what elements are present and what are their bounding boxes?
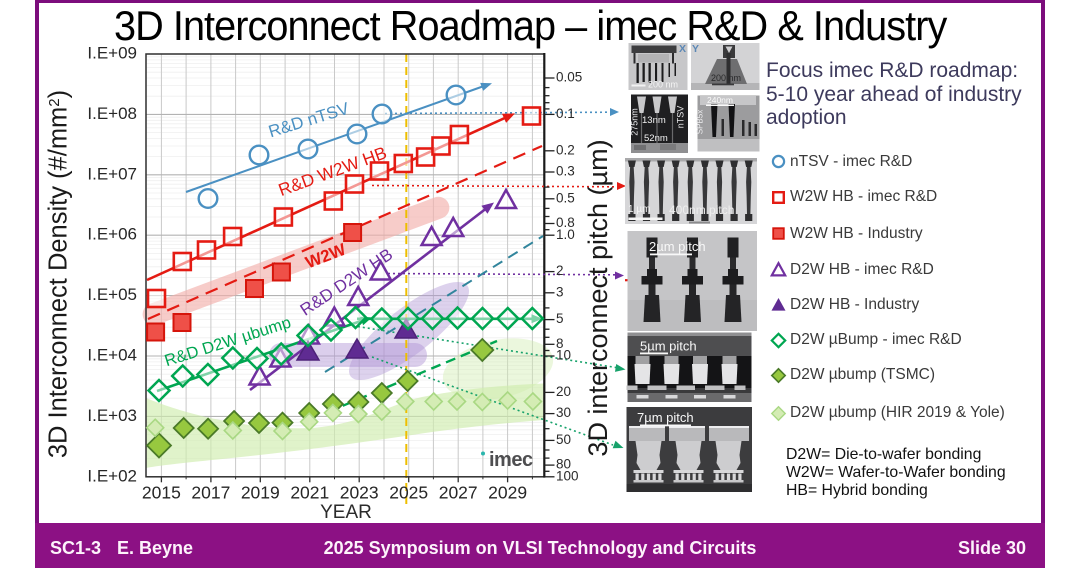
svg-text:275nm: 275nm bbox=[630, 108, 640, 136]
svg-text:2019: 2019 bbox=[241, 483, 280, 503]
svg-text:2: 2 bbox=[556, 263, 564, 278]
svg-text:52nm: 52nm bbox=[644, 133, 668, 144]
svg-text:7µm pitch: 7µm pitch bbox=[637, 410, 694, 425]
svg-text:1.0: 1.0 bbox=[556, 227, 575, 242]
svg-text:nTSV: nTSV bbox=[676, 106, 686, 129]
svg-text:SPB5x: SPB5x bbox=[696, 110, 705, 134]
svg-text:50: 50 bbox=[556, 432, 571, 447]
svg-text:YEAR: YEAR bbox=[320, 502, 372, 523]
svg-text:I.E+08: I.E+08 bbox=[87, 104, 137, 123]
svg-text:5: 5 bbox=[556, 311, 564, 326]
svg-text:0.1: 0.1 bbox=[556, 106, 575, 121]
svg-text:1 µm: 1 µm bbox=[628, 204, 650, 215]
svg-text:I.E+09: I.E+09 bbox=[87, 43, 137, 62]
svg-text:2µm pitch: 2µm pitch bbox=[649, 239, 706, 254]
svg-text:Y: Y bbox=[692, 43, 699, 55]
svg-text:3D Interconnect Density (#/mm2: 3D Interconnect Density (#/mm2) bbox=[45, 90, 73, 458]
svg-text:R&D nTSV: R&D nTSV bbox=[266, 99, 352, 142]
svg-text:3D interconnect pitch (µm): 3D interconnect pitch (µm) bbox=[583, 139, 613, 456]
svg-text:0.8: 0.8 bbox=[556, 215, 575, 230]
svg-text:0.05: 0.05 bbox=[556, 70, 582, 85]
svg-text:I.E+05: I.E+05 bbox=[87, 285, 137, 304]
svg-text:8: 8 bbox=[556, 336, 564, 351]
svg-text:X: X bbox=[679, 43, 686, 55]
svg-text:I.E+07: I.E+07 bbox=[87, 164, 137, 183]
svg-text:240nm: 240nm bbox=[707, 95, 733, 105]
svg-text:30: 30 bbox=[556, 405, 571, 420]
svg-text:400nm pitch: 400nm pitch bbox=[669, 203, 734, 217]
svg-text:I.E+02: I.E+02 bbox=[87, 466, 137, 485]
svg-text:0.5: 0.5 bbox=[556, 190, 575, 205]
svg-text:2017: 2017 bbox=[191, 483, 230, 503]
svg-text:2021: 2021 bbox=[290, 483, 329, 503]
svg-text:I.E+04: I.E+04 bbox=[87, 345, 137, 364]
svg-text:13nm: 13nm bbox=[642, 115, 666, 126]
svg-text:I.E+03: I.E+03 bbox=[87, 406, 137, 425]
svg-text:10: 10 bbox=[556, 348, 571, 363]
svg-text:2015: 2015 bbox=[142, 483, 181, 503]
svg-text:2027: 2027 bbox=[439, 483, 478, 503]
svg-text:I.E+06: I.E+06 bbox=[87, 225, 137, 244]
svg-text:100: 100 bbox=[556, 468, 579, 483]
svg-text:3: 3 bbox=[556, 284, 564, 299]
svg-text:80: 80 bbox=[556, 457, 571, 472]
svg-text:2025: 2025 bbox=[389, 483, 428, 503]
svg-text:5µm pitch: 5µm pitch bbox=[640, 339, 697, 354]
svg-text:imec: imec bbox=[489, 449, 533, 471]
svg-text:200 nm: 200 nm bbox=[711, 73, 741, 83]
svg-text:0.2: 0.2 bbox=[556, 142, 575, 157]
svg-text:2029: 2029 bbox=[488, 483, 527, 503]
svg-text:2023: 2023 bbox=[340, 483, 379, 503]
svg-text:0.3: 0.3 bbox=[556, 164, 575, 179]
svg-text:200 nm: 200 nm bbox=[648, 80, 678, 90]
svg-text:20: 20 bbox=[556, 384, 571, 399]
